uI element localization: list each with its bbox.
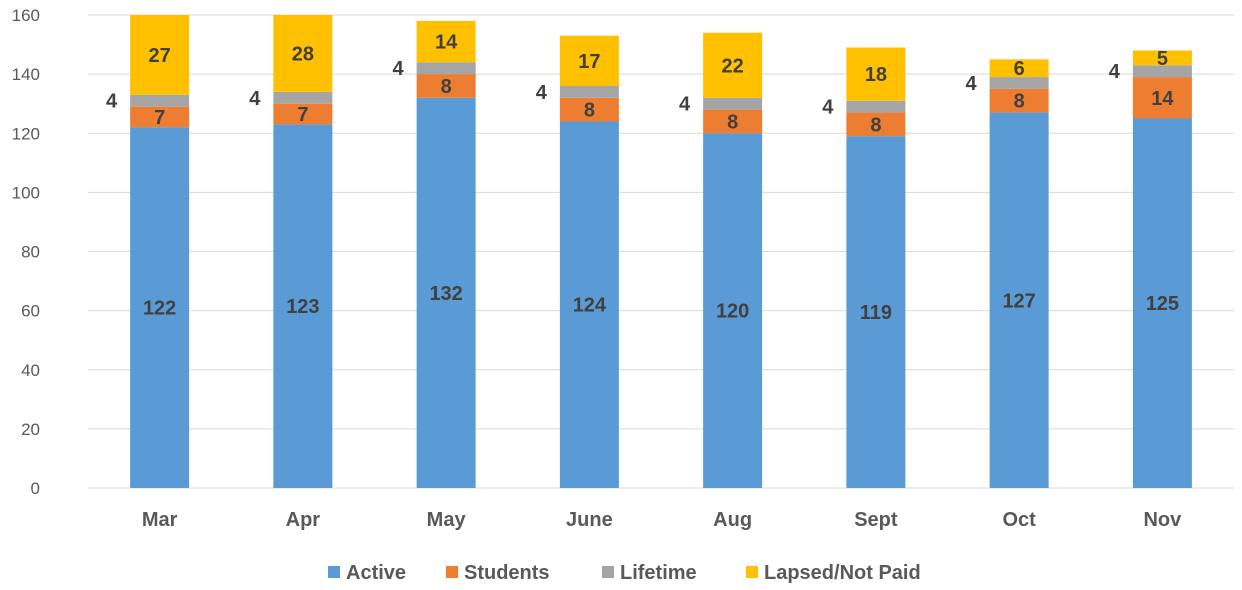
- legend-label: Active: [346, 562, 406, 584]
- y-tick-label: 120: [12, 124, 40, 143]
- legend-label: Lifetime: [620, 562, 697, 584]
- x-category-label: Aug: [713, 509, 752, 531]
- legend-swatch: [328, 566, 340, 578]
- data-label-lapsed-not-paid: 27: [149, 45, 171, 67]
- bar-segment-active-nov: [1132, 118, 1192, 488]
- bar-segment-lifetime-aug: [703, 97, 763, 110]
- data-label-students: 8: [727, 111, 738, 133]
- legend-swatch: [446, 566, 458, 578]
- bar-segment-lapsed-not-paid-june: [559, 35, 619, 86]
- y-tick-label: 100: [12, 183, 40, 202]
- bar-segment-lapsed-not-paid-mar: [130, 15, 190, 95]
- bar-segment-students-mar: [130, 106, 190, 128]
- legend-label: Students: [464, 562, 550, 584]
- y-tick-label: 80: [21, 243, 40, 262]
- bars: [130, 15, 1192, 489]
- bar-segment-lifetime-june: [559, 85, 619, 98]
- bar-segment-active-sept: [846, 136, 906, 489]
- y-tick-label: 60: [21, 302, 40, 321]
- x-category-label: June: [566, 509, 613, 531]
- y-tick-label: 160: [12, 6, 40, 25]
- y-tick-label: 20: [21, 420, 40, 439]
- bar-segment-lapsed-not-paid-oct: [989, 59, 1049, 78]
- bar-segment-lifetime-may: [416, 62, 476, 75]
- gridlines: [88, 14, 1234, 489]
- bar-segment-lifetime-mar: [130, 94, 190, 107]
- bar-segment-active-oct: [989, 112, 1049, 489]
- bar-segment-active-june: [559, 121, 619, 489]
- bar-segment-lapsed-not-paid-may: [416, 20, 476, 63]
- bar-segment-lapsed-not-paid-aug: [703, 32, 763, 98]
- bar-segment-lifetime-sept: [846, 100, 906, 113]
- bar-segment-lapsed-not-paid-nov: [1132, 50, 1192, 66]
- data-label-lifetime: 4: [822, 97, 834, 119]
- data-label-active: 125: [1146, 293, 1179, 315]
- x-category-label: Apr: [286, 509, 321, 531]
- bar-segment-active-mar: [130, 127, 190, 489]
- bar-segment-students-oct: [989, 88, 1049, 113]
- data-label-active: 132: [429, 283, 462, 305]
- bar-segment-students-apr: [273, 103, 333, 125]
- bar-segment-students-nov: [1132, 77, 1192, 119]
- data-label-lifetime: 4: [966, 73, 978, 95]
- data-label-students: 8: [870, 114, 881, 136]
- data-label-lifetime: 4: [249, 88, 261, 110]
- data-label-lapsed-not-paid: 18: [865, 64, 887, 86]
- data-label-students: 8: [584, 100, 595, 122]
- bar-segment-active-aug: [703, 133, 763, 488]
- bar-segment-lifetime-apr: [273, 91, 333, 104]
- data-label-lifetime: 4: [536, 82, 548, 104]
- data-label-lapsed-not-paid: 22: [722, 55, 744, 77]
- y-tick-label: 140: [12, 65, 40, 84]
- x-category-label: Sept: [854, 509, 898, 531]
- data-labels: 122 7 4 27 123 7 4 28 132 8 4 14 124 8 4 17 120 8 4 22 119 8 4…: [106, 32, 1179, 324]
- x-category-label: Nov: [1143, 509, 1182, 531]
- bar-segment-students-may: [416, 74, 476, 98]
- bar-segment-students-sept: [846, 112, 906, 137]
- legend-swatch: [746, 566, 758, 578]
- data-label-active: 119: [860, 302, 892, 324]
- y-axis-ticks: 0 20 40 60 80 100 120 140 160: [12, 6, 40, 498]
- data-label-students: 7: [297, 104, 308, 126]
- data-label-active: 120: [716, 301, 749, 323]
- bar-segment-lifetime-oct: [989, 77, 1049, 89]
- bar-segment-lapsed-not-paid-sept: [846, 47, 906, 101]
- y-tick-label: 40: [21, 361, 40, 380]
- legend-swatch: [602, 566, 614, 578]
- data-label-active: 124: [573, 295, 607, 317]
- data-label-lifetime: 4: [679, 94, 691, 116]
- data-label-lifetime: 4: [1109, 61, 1121, 83]
- data-label-lapsed-not-paid: 6: [1014, 58, 1025, 80]
- bar-segment-students-aug: [703, 109, 763, 134]
- x-category-label: Mar: [142, 509, 178, 531]
- bar-segment-active-may: [416, 97, 476, 489]
- data-label-students: 7: [154, 107, 165, 129]
- bar-segment-students-june: [559, 97, 619, 122]
- data-label-active: 122: [143, 298, 176, 320]
- bar-segment-lapsed-not-paid-apr: [273, 15, 333, 92]
- data-label-students: 8: [441, 76, 452, 98]
- bar-segment-lifetime-nov: [1132, 65, 1192, 78]
- x-axis-categories: Mar Apr May June Aug Sept Oct Nov: [142, 509, 1182, 531]
- data-label-lapsed-not-paid: 17: [578, 51, 600, 73]
- x-category-label: Oct: [1002, 509, 1036, 531]
- data-label-lapsed-not-paid: 14: [435, 32, 458, 54]
- data-label-active: 127: [1002, 290, 1035, 312]
- legend-label: Lapsed/Not Paid: [764, 562, 921, 584]
- data-label-lifetime: 4: [393, 58, 405, 80]
- legend: Active Students Lifetime Lapsed/Not Paid: [328, 562, 921, 584]
- data-label-students: 8: [1014, 91, 1025, 113]
- y-tick-label: 0: [31, 479, 40, 498]
- data-label-lifetime: 4: [106, 91, 118, 113]
- bar-segment-active-apr: [273, 124, 333, 488]
- data-label-lapsed-not-paid: 5: [1157, 48, 1168, 70]
- data-label-students: 14: [1151, 88, 1174, 110]
- x-category-label: May: [427, 509, 467, 531]
- data-label-active: 123: [286, 296, 319, 318]
- data-label-lapsed-not-paid: 28: [292, 43, 314, 65]
